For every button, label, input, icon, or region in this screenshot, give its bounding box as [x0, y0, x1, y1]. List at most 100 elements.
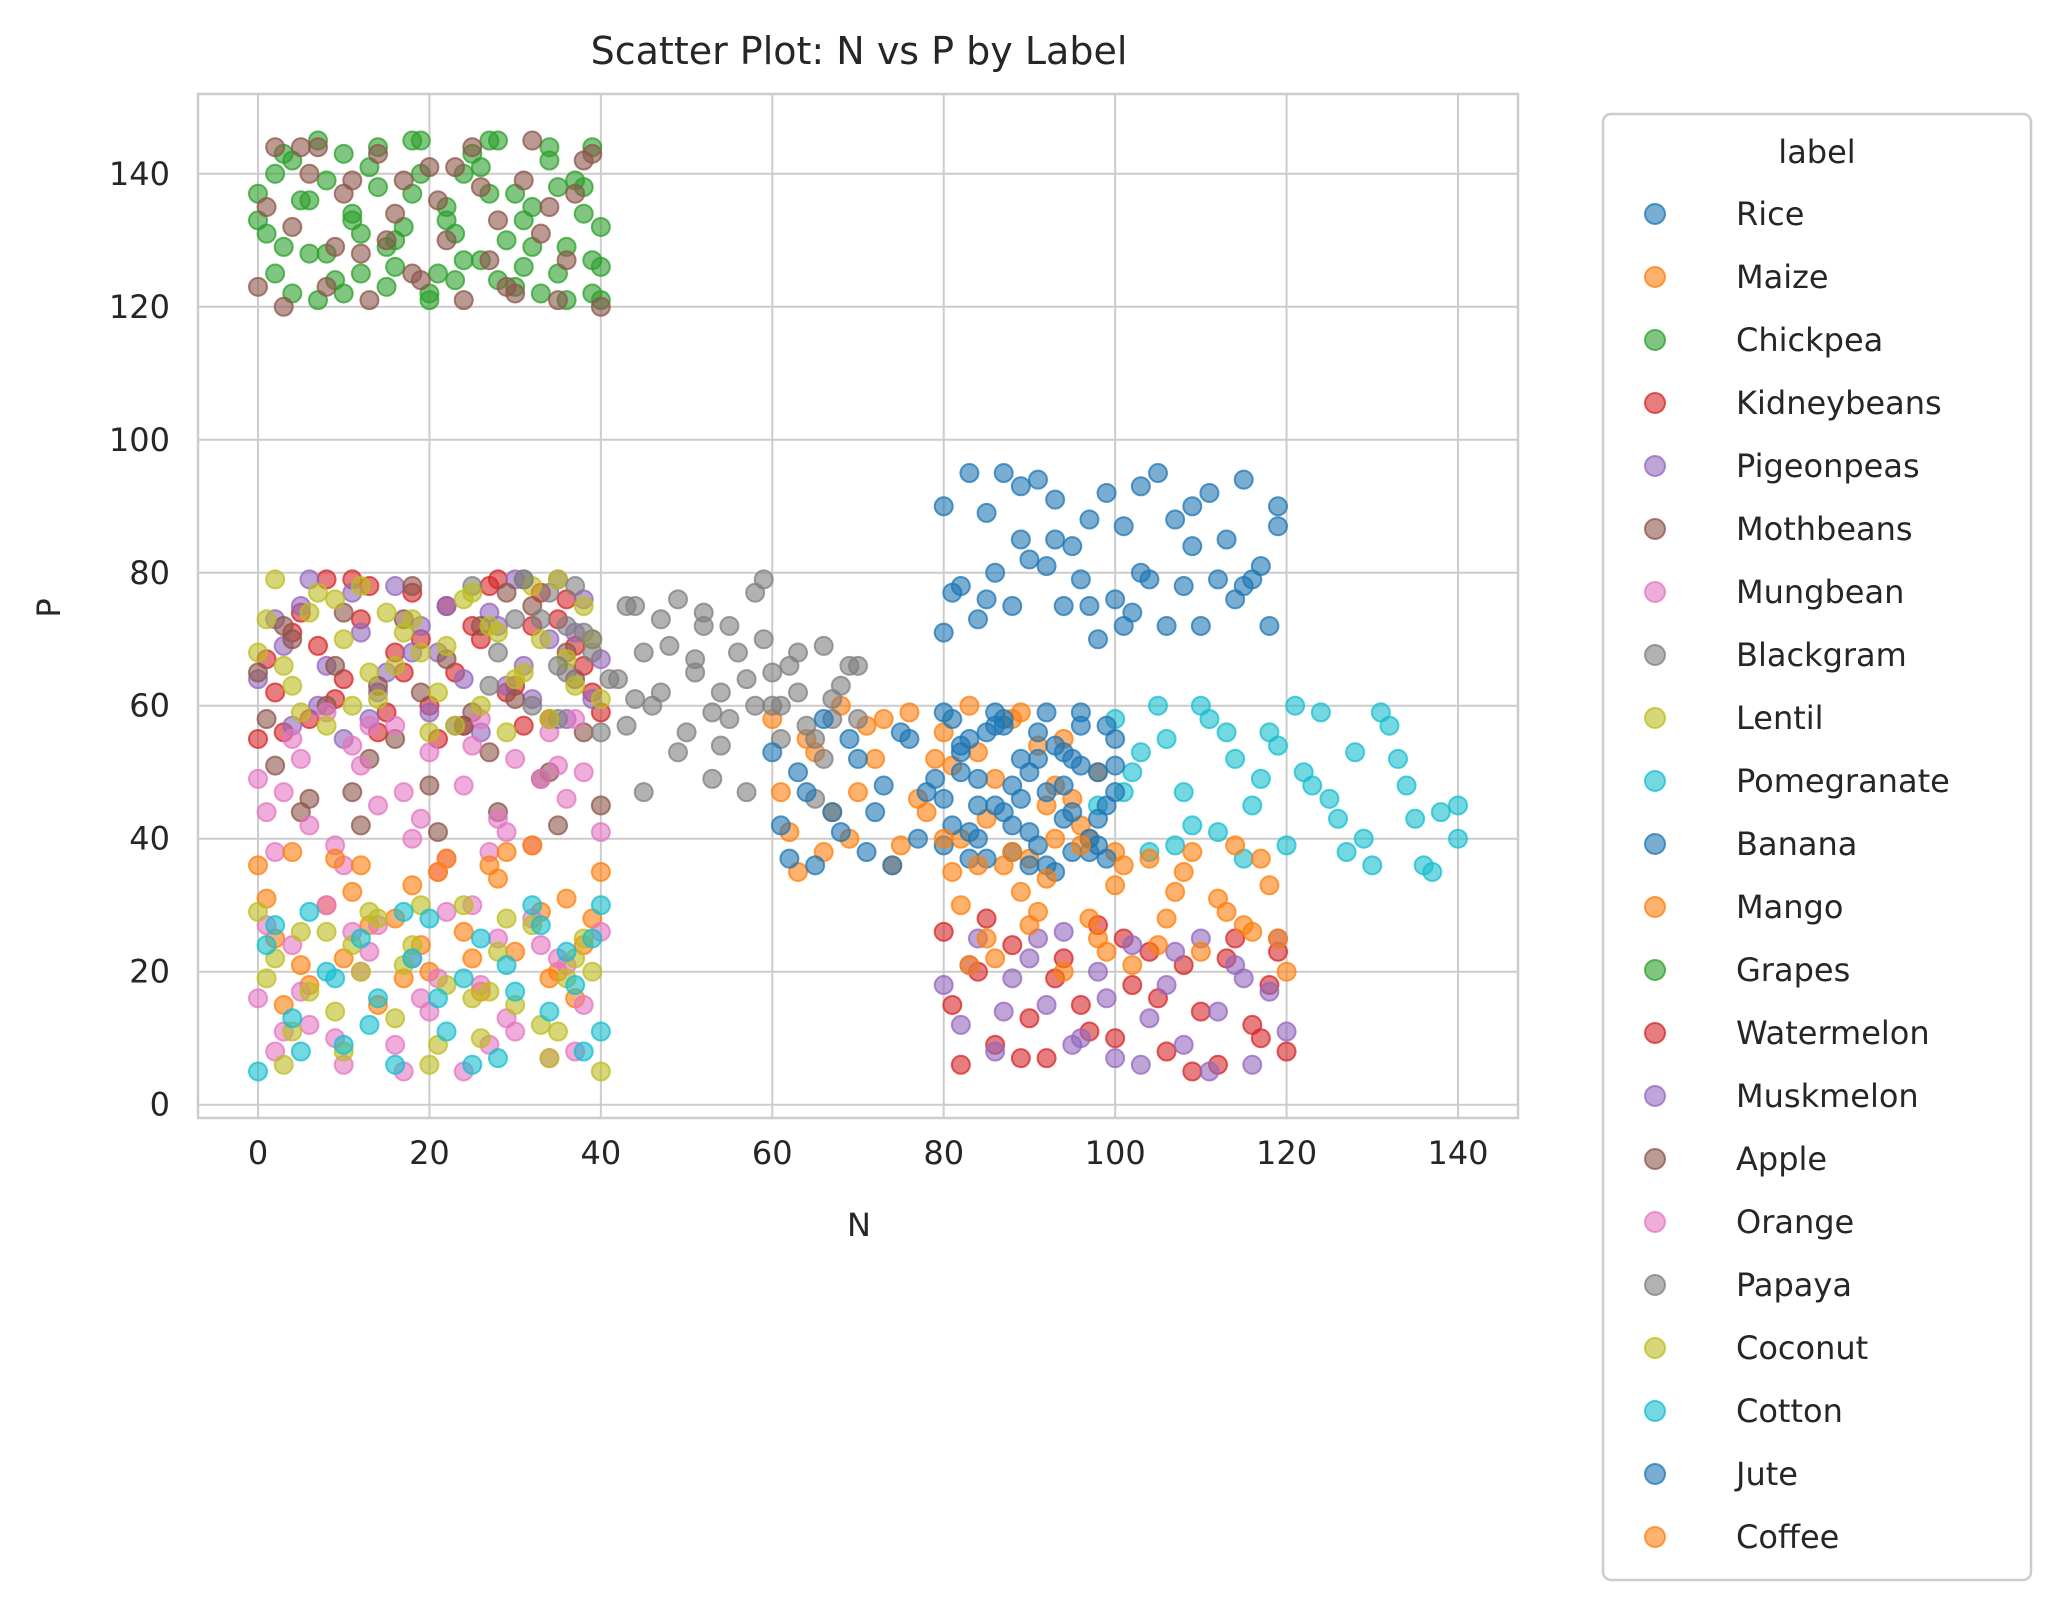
scatter-point: [325, 1001, 346, 1022]
scatter-point: [393, 170, 414, 191]
scatter-point: [256, 968, 277, 989]
scatter-point: [590, 256, 611, 277]
scatter-point: [436, 635, 457, 656]
scatter-point: [248, 276, 268, 297]
scatter-point: [985, 562, 1006, 583]
scatter-point: [625, 689, 646, 710]
legend-item: Apple: [1644, 1140, 1827, 1178]
scatter-point: [1216, 722, 1237, 743]
scatter-point: [659, 635, 680, 656]
scatter-point: [530, 223, 551, 244]
scatter-point: [265, 163, 286, 184]
scatter-point: [1173, 861, 1194, 882]
scatter-point: [1328, 808, 1348, 829]
scatter-point: [265, 569, 286, 590]
scatter-point: [548, 655, 568, 676]
scatter-point: [1036, 702, 1057, 723]
scatter-point: [942, 709, 963, 730]
legend-marker: [1644, 1148, 1666, 1170]
scatter-point: [1028, 722, 1048, 743]
scatter-point: [350, 263, 371, 284]
scatter-point: [573, 203, 594, 224]
scatter-point: [453, 775, 474, 796]
legend-label: Coconut: [1736, 1329, 1868, 1367]
scatter-point: [1319, 788, 1340, 809]
scatter-point: [479, 981, 500, 1002]
scatter-point: [1148, 463, 1168, 484]
scatter-point: [513, 170, 534, 191]
y-tick-labels: 0 20 40 60 80 100 120 140: [109, 155, 170, 1124]
legend-marker: [1644, 1274, 1666, 1296]
scatter-point: [479, 742, 500, 763]
scatter-point: [368, 689, 388, 710]
scatter-point: [813, 635, 834, 656]
legend-marker: [1644, 644, 1666, 666]
scatter-point: [976, 502, 997, 523]
scatter-point: [959, 955, 980, 976]
legend-label: Grapes: [1736, 951, 1850, 989]
scatter-point: [590, 1061, 611, 1082]
scatter-point: [505, 689, 526, 710]
scatter-point: [299, 243, 320, 264]
scatter-point: [788, 642, 808, 663]
scatter-point: [513, 256, 534, 277]
scatter-point: [316, 276, 337, 297]
scatter-point: [385, 1034, 406, 1055]
scatter-point: [1062, 536, 1083, 557]
scatter-point: [865, 802, 886, 823]
scatter-point: [1045, 529, 1066, 550]
scatter-point: [350, 755, 371, 776]
scatter-point: [488, 642, 508, 663]
scatter-point: [290, 955, 311, 976]
scatter-point: [950, 762, 971, 783]
scatter-point: [736, 782, 757, 803]
scatter-point: [445, 715, 466, 736]
scatter-point: [968, 795, 988, 816]
scatter-point: [950, 1014, 971, 1035]
scatter-point: [1250, 848, 1271, 869]
scatter-point: [1105, 755, 1126, 776]
scatter-point: [1070, 715, 1091, 736]
scatter-point: [548, 815, 568, 836]
scatter-point: [582, 143, 603, 164]
scatter-point: [368, 988, 388, 1009]
scatter-point: [282, 842, 303, 863]
scatter-point: [573, 762, 594, 783]
scatter-point: [1199, 482, 1220, 503]
scatter-point: [565, 576, 586, 597]
legend-label: Maize: [1736, 258, 1829, 296]
legend-label: Pomegranate: [1736, 762, 1950, 800]
scatter-point: [248, 901, 268, 922]
legend-item: Coconut: [1644, 1329, 1868, 1367]
scatter-point: [548, 177, 568, 198]
scatter-point: [428, 190, 448, 211]
scatter-point: [530, 629, 551, 650]
scatter-point: [976, 908, 997, 929]
scatter-point: [770, 695, 791, 716]
legend-marker: [1644, 392, 1666, 414]
scatter-point: [248, 728, 268, 749]
scatter-point: [385, 715, 406, 736]
x-tick-labels: 0 20 40 60 80 100 120 140: [248, 1134, 1489, 1172]
scatter-point: [745, 695, 766, 716]
scatter-point: [419, 908, 440, 929]
legend-item: Mungbean: [1644, 573, 1904, 611]
scatter-point: [976, 928, 997, 949]
scatter-point: [419, 722, 440, 743]
x-tick-label: 80: [923, 1134, 964, 1172]
scatter-point: [1002, 935, 1023, 956]
scatter-point: [968, 609, 988, 630]
scatter-point: [248, 988, 268, 1009]
scatter-point: [522, 895, 543, 916]
scatter-point: [1156, 728, 1177, 749]
scatter-point: [848, 782, 868, 803]
scatter-point: [1079, 509, 1100, 530]
legend-marker: [1644, 770, 1666, 792]
scatter-point: [265, 915, 286, 936]
scatter-point: [1268, 516, 1288, 537]
scatter-point: [950, 895, 971, 916]
scatter-point: [813, 709, 834, 730]
legend-item: Grapes: [1644, 951, 1850, 989]
scatter-point: [325, 655, 346, 676]
scatter-point: [582, 961, 603, 982]
